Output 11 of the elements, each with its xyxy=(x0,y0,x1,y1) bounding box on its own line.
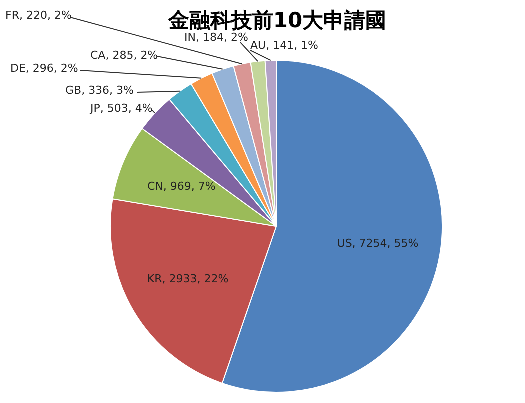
slice-label: JP, 503, 4% xyxy=(90,102,153,115)
slice-label: CA, 285, 2% xyxy=(90,49,158,62)
slice-label: US, 7254, 55% xyxy=(337,237,419,250)
slice-label: FR, 220, 2% xyxy=(6,9,72,22)
slice-label: CN, 969, 7% xyxy=(147,180,216,194)
slice-label: KR, 2933, 22% xyxy=(147,272,229,286)
slice-label: GB, 336, 3% xyxy=(66,84,134,97)
slice-label: AU, 141, 1% xyxy=(250,39,319,52)
slice-label: IN, 184, 2% xyxy=(184,31,248,44)
slice-label: DE, 296, 2% xyxy=(10,62,78,75)
chart-title: 金融科技前10大申請國 xyxy=(167,8,387,32)
